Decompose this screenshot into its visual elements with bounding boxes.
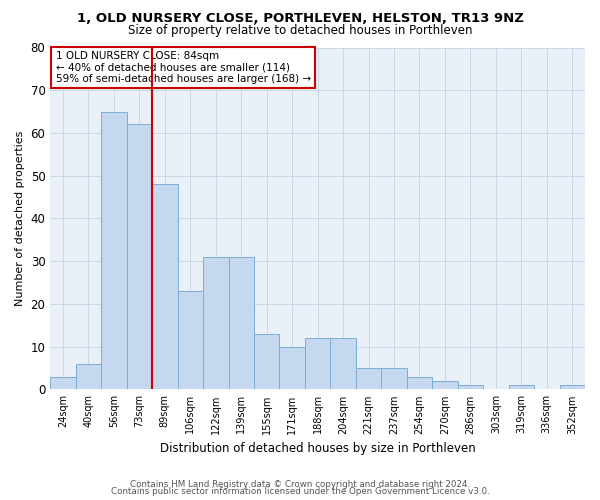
- Bar: [509, 385, 534, 390]
- Bar: [127, 124, 152, 390]
- Bar: [229, 257, 254, 390]
- Text: 1 OLD NURSERY CLOSE: 84sqm
← 40% of detached houses are smaller (114)
59% of sem: 1 OLD NURSERY CLOSE: 84sqm ← 40% of deta…: [56, 51, 311, 84]
- Bar: [331, 338, 356, 390]
- Bar: [178, 291, 203, 390]
- Y-axis label: Number of detached properties: Number of detached properties: [15, 131, 25, 306]
- Bar: [458, 385, 483, 390]
- Bar: [305, 338, 331, 390]
- Text: Size of property relative to detached houses in Porthleven: Size of property relative to detached ho…: [128, 24, 472, 37]
- Bar: [432, 381, 458, 390]
- Text: Contains public sector information licensed under the Open Government Licence v3: Contains public sector information licen…: [110, 488, 490, 496]
- Bar: [382, 368, 407, 390]
- Bar: [560, 385, 585, 390]
- X-axis label: Distribution of detached houses by size in Porthleven: Distribution of detached houses by size …: [160, 442, 476, 455]
- Bar: [407, 376, 432, 390]
- Bar: [76, 364, 101, 390]
- Bar: [152, 184, 178, 390]
- Bar: [356, 368, 382, 390]
- Bar: [101, 112, 127, 390]
- Bar: [280, 346, 305, 390]
- Bar: [203, 257, 229, 390]
- Bar: [254, 334, 280, 390]
- Text: Contains HM Land Registry data © Crown copyright and database right 2024.: Contains HM Land Registry data © Crown c…: [130, 480, 470, 489]
- Text: 1, OLD NURSERY CLOSE, PORTHLEVEN, HELSTON, TR13 9NZ: 1, OLD NURSERY CLOSE, PORTHLEVEN, HELSTO…: [77, 12, 523, 26]
- Bar: [50, 376, 76, 390]
